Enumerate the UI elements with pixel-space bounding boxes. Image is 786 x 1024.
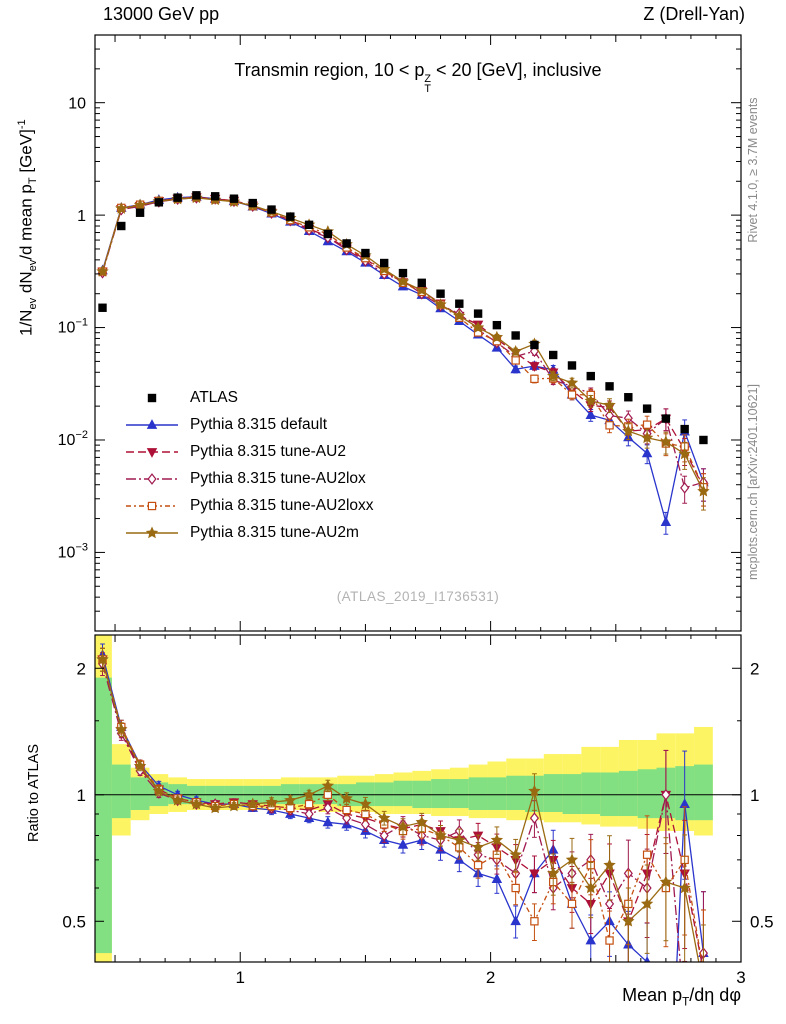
svg-text:0.5: 0.5 xyxy=(750,912,774,931)
green-band-bin xyxy=(487,777,507,810)
diamond-icon xyxy=(126,472,178,485)
y-axis-label-main: 1/Nev dNev/d mean pT [GeV]-1 xyxy=(16,119,40,336)
triangle-down-icon xyxy=(126,447,178,458)
svg-text:10−2: 10−2 xyxy=(58,429,88,449)
legend-item-au2lox: Pythia 8.315 tune-AU2lox xyxy=(124,465,374,492)
svg-text:2: 2 xyxy=(77,659,86,678)
triangle-up-icon xyxy=(126,418,178,429)
svg-text:1: 1 xyxy=(750,786,759,805)
green-band-bin xyxy=(431,779,450,809)
green-band-bin xyxy=(600,772,619,817)
x-axis-label: Mean pT/dη dφ xyxy=(622,985,741,1009)
green-band-bin xyxy=(130,777,150,810)
process-label: Z (Drell-Yan) xyxy=(643,4,745,24)
green-band-bin xyxy=(543,774,563,812)
plot-title-text: Transmin region, 10 < p xyxy=(234,60,425,80)
legend-item-atlas: ATLAS xyxy=(124,384,374,411)
ratio-bands xyxy=(95,635,713,962)
axis-tick-labels: 10 1 10−1 10−2 10−3 0.5 0.5 1 1 2 2 1 2 3 xyxy=(58,96,774,987)
svg-text:10−3: 10−3 xyxy=(58,541,88,561)
axis-ticks xyxy=(95,34,742,963)
svg-text:1: 1 xyxy=(235,968,244,987)
star-icon xyxy=(126,525,178,538)
legend-label: Pythia 8.315 tune-AU2lox xyxy=(190,469,366,487)
ratio-series-au2m xyxy=(96,647,706,962)
green-band-bin xyxy=(637,769,657,819)
mcplots-caption: mcplots.cern.ch [arXiv:2401.10621] xyxy=(746,384,760,580)
green-band-bin xyxy=(581,772,601,815)
ratio-series xyxy=(96,643,709,962)
legend-item-default: Pythia 8.315 default xyxy=(124,411,374,438)
y-axis-label-ratio: Ratio to ATLAS xyxy=(26,743,42,843)
ratio-frame xyxy=(94,634,742,963)
green-band-bin xyxy=(356,782,375,807)
plot-title-text2: < 20 [GeV], inclusive xyxy=(430,60,602,80)
beam-energy-label: 13000 GeV pp xyxy=(103,4,220,24)
svg-text:0.5: 0.5 xyxy=(62,912,86,931)
legend-label: ATLAS xyxy=(190,388,238,406)
square-icon xyxy=(147,393,157,402)
legend-label: Pythia 8.315 tune-AU2m xyxy=(190,523,359,541)
green-band-bin xyxy=(562,774,582,815)
svg-text:1: 1 xyxy=(77,208,86,225)
atlas-points xyxy=(98,191,708,445)
green-band-bin xyxy=(393,780,413,807)
pt-superscript: Z xyxy=(424,72,431,85)
svg-text:2: 2 xyxy=(750,659,759,678)
green-band-bin xyxy=(506,775,526,810)
green-band-bin xyxy=(694,764,713,821)
legend-label: Pythia 8.315 tune-AU2 xyxy=(190,442,346,460)
green-band-bin xyxy=(111,764,131,819)
ratio-series-au2loxx xyxy=(98,647,706,962)
svg-text:2: 2 xyxy=(486,968,495,987)
legend-item-au2m: Pythia 8.315 tune-AU2m xyxy=(124,519,374,546)
svg-text:10: 10 xyxy=(68,96,86,113)
green-band-bin xyxy=(468,777,488,810)
legend-item-au2loxx: Pythia 8.315 tune-AU2loxx xyxy=(124,492,374,519)
legend: ATLAS Pythia 8.315 default Pythia 8.315 tu… xyxy=(124,384,374,546)
green-band-bin xyxy=(374,782,394,807)
green-band-bin xyxy=(618,770,638,817)
legend-label: Pythia 8.315 tune-AU2loxx xyxy=(190,496,374,514)
green-band-bin xyxy=(95,677,112,954)
open-square-icon xyxy=(126,501,178,510)
green-band-bin xyxy=(449,779,469,809)
pt-subscript: T xyxy=(424,83,431,96)
legend-label: Pythia 8.315 default xyxy=(190,415,328,433)
legend-item-au2: Pythia 8.315 tune-AU2 xyxy=(124,438,374,465)
svg-text:1: 1 xyxy=(77,786,86,805)
rivet-version-caption: Rivet 4.1.0, ≥ 3.7M events xyxy=(746,97,760,243)
analysis-id-watermark: (ATLAS_2019_I1736531) xyxy=(336,589,500,604)
svg-text:10−1: 10−1 xyxy=(58,317,88,337)
svg-text:3: 3 xyxy=(736,968,745,987)
